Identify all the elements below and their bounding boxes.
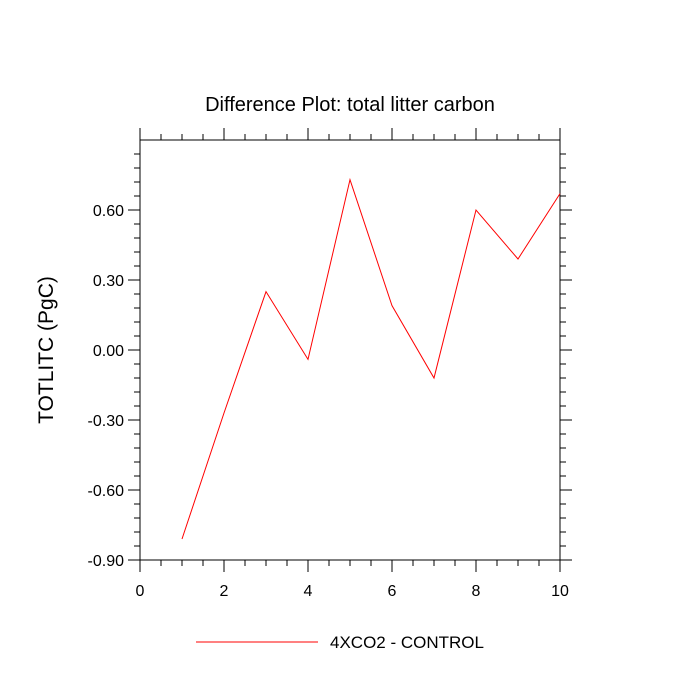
x-tick-label: 2 xyxy=(220,583,229,600)
x-tick-label: 10 xyxy=(551,583,569,600)
y-tick-label: -0.30 xyxy=(88,413,125,430)
chart-title: Difference Plot: total litter carbon xyxy=(205,94,495,116)
y-axis-label: TOTLITC (PgC) xyxy=(35,276,58,424)
y-tick-label: -0.90 xyxy=(88,553,125,570)
x-tick-label: 0 xyxy=(136,583,145,600)
x-tick-label: 4 xyxy=(304,583,313,600)
plot-frame xyxy=(139,139,561,561)
x-tick-label: 8 xyxy=(472,583,481,600)
series-layer xyxy=(181,177,561,540)
axis-ticks xyxy=(128,128,572,572)
y-tick-label: -0.60 xyxy=(88,483,125,500)
series-line xyxy=(181,177,561,540)
y-tick-label: 0.00 xyxy=(93,343,124,360)
tick-labels: 0 2 4 6 8 10 -0.90 -0.60 -0.30 0.00 0.30 0.60 xyxy=(88,203,569,600)
y-tick-label: 0.30 xyxy=(93,273,124,290)
legend: 4XCO2 - CONTROL xyxy=(196,633,484,652)
legend-label: 4XCO2 - CONTROL xyxy=(330,633,484,652)
y-tick-label: 0.60 xyxy=(93,203,124,220)
x-tick-label: 6 xyxy=(388,583,397,600)
